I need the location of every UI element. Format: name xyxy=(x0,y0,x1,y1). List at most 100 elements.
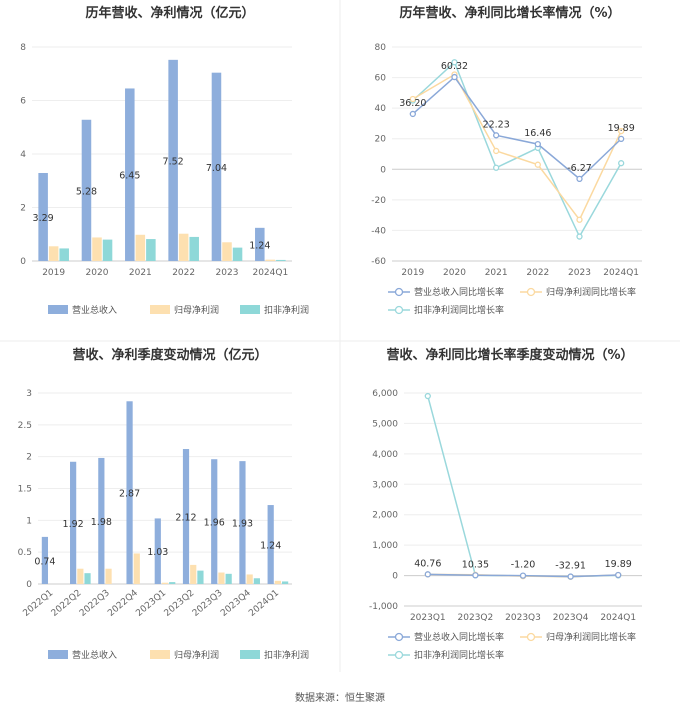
legend-label: 扣非净利润同比增长率 xyxy=(414,304,504,316)
y-tick-label: -1,000 xyxy=(369,602,398,612)
y-tick-label: 40 xyxy=(375,104,387,114)
bar-net-profit xyxy=(135,234,146,261)
y-tick-label: 60 xyxy=(375,74,387,84)
bar-deducted-profit xyxy=(102,239,113,261)
data-label: 19.89 xyxy=(608,123,635,134)
x-tick-label: 2024Q1 xyxy=(247,588,281,619)
data-label: 1.92 xyxy=(63,519,84,530)
y-tick-label: 0.5 xyxy=(18,548,32,558)
chart-title: 历年营收、净利情况（亿元） xyxy=(85,5,254,21)
bar-net-profit xyxy=(222,242,232,261)
data-label: 10.35 xyxy=(462,559,489,570)
series-point-1 xyxy=(576,216,583,223)
x-tick-label: 2023Q3 xyxy=(191,588,225,619)
bar-deducted-profit xyxy=(232,247,243,261)
data-label: 1.24 xyxy=(260,541,281,552)
data-label: 3.29 xyxy=(33,213,54,224)
x-tick-label: 2020 xyxy=(86,268,109,278)
chart-title: 营收、净利季度变动情况（亿元） xyxy=(72,347,267,363)
bar-deducted-profit xyxy=(197,570,204,584)
bar-net-profit xyxy=(246,574,253,584)
series-point-2 xyxy=(618,160,625,167)
bar-net-profit xyxy=(133,553,140,584)
x-tick-label: 2022 xyxy=(526,268,549,278)
legend-label: 营业总收入 xyxy=(72,649,117,661)
data-label: 22.23 xyxy=(483,119,510,130)
series-point-0 xyxy=(451,73,458,81)
series-point-1 xyxy=(618,127,625,135)
y-tick-label: -40 xyxy=(371,226,386,236)
bar-net-profit xyxy=(190,564,197,584)
x-tick-label: 2019 xyxy=(401,268,424,278)
bar-deducted-profit xyxy=(189,236,199,261)
series-point-0 xyxy=(472,572,479,579)
bar-revenue xyxy=(182,449,190,584)
series-point-2 xyxy=(493,164,500,171)
bar-revenue xyxy=(154,518,161,584)
x-tick-label: 2022Q1 xyxy=(22,588,56,619)
bar-deducted-profit xyxy=(84,573,91,584)
series-point-0 xyxy=(519,572,527,579)
data-label: 1.24 xyxy=(249,240,270,251)
bar-net-profit xyxy=(161,582,169,584)
data-label: 60.32 xyxy=(441,61,468,72)
y-tick-label: 20 xyxy=(375,135,387,145)
x-tick-label: 2023 xyxy=(568,268,591,278)
series-line-0 xyxy=(412,75,622,180)
x-tick-label: 2023Q2 xyxy=(163,588,197,619)
legend-marker xyxy=(394,632,404,642)
y-tick-label: 3 xyxy=(26,389,32,399)
bar-revenue xyxy=(267,505,274,584)
data-source-note: 数据来源：恒生聚源 xyxy=(295,691,385,704)
legend-swatch xyxy=(150,305,170,314)
x-tick-label: 2024Q1 xyxy=(603,268,639,278)
y-tick-label: 80 xyxy=(375,43,387,53)
bar-deducted-profit xyxy=(59,248,69,261)
y-tick-label: 1.5 xyxy=(18,485,32,495)
legend-marker xyxy=(394,650,404,660)
y-tick-label: 4 xyxy=(20,150,26,160)
bar-net-profit xyxy=(178,233,189,261)
y-tick-label: 1,000 xyxy=(372,541,398,551)
data-label: -32.91 xyxy=(555,561,586,572)
data-label: 7.04 xyxy=(206,163,227,174)
data-label: 1.96 xyxy=(204,518,225,529)
x-tick-label: 2019 xyxy=(42,268,65,278)
x-tick-label: 2023Q4 xyxy=(219,588,253,619)
legend-marker xyxy=(526,287,536,297)
legend-swatch xyxy=(240,305,260,314)
data-label: 1.93 xyxy=(232,519,253,530)
legend-marker xyxy=(394,305,404,315)
series-point-0 xyxy=(567,573,574,580)
legend-marker xyxy=(394,287,404,297)
x-tick-label: 2020 xyxy=(443,268,466,278)
legend-label: 营业总收入同比增长率 xyxy=(414,631,504,643)
series-point-0 xyxy=(424,571,431,578)
legend-label: 归母净利润同比增长率 xyxy=(546,631,636,643)
x-tick-label: 2022 xyxy=(172,268,195,278)
x-tick-label: 2023Q1 xyxy=(134,588,168,619)
series-point-1 xyxy=(534,161,541,168)
bar-deducted-profit xyxy=(253,578,260,584)
y-tick-label: 0 xyxy=(20,257,26,267)
bar-deducted-profit xyxy=(225,573,232,584)
data-label: -6.27 xyxy=(567,163,592,174)
bar-deducted-profit xyxy=(281,581,289,584)
legend-swatch xyxy=(240,650,260,659)
series-point-2 xyxy=(424,392,431,400)
data-label: -1.20 xyxy=(511,560,536,571)
bar-revenue xyxy=(125,88,135,262)
y-tick-label: -60 xyxy=(371,257,386,267)
series-point-0 xyxy=(493,132,500,139)
legend-label: 扣非净利润同比增长率 xyxy=(414,649,504,661)
bar-revenue xyxy=(211,459,218,584)
bar-net-profit xyxy=(77,568,84,584)
legend-label: 营业总收入 xyxy=(72,304,117,316)
y-tick-label: -20 xyxy=(371,196,386,206)
y-tick-label: 0 xyxy=(392,572,398,582)
bar-net-profit xyxy=(48,246,59,261)
series-point-1 xyxy=(493,147,500,155)
series-point-2 xyxy=(576,233,583,240)
legend-label: 扣非净利润 xyxy=(264,649,309,661)
